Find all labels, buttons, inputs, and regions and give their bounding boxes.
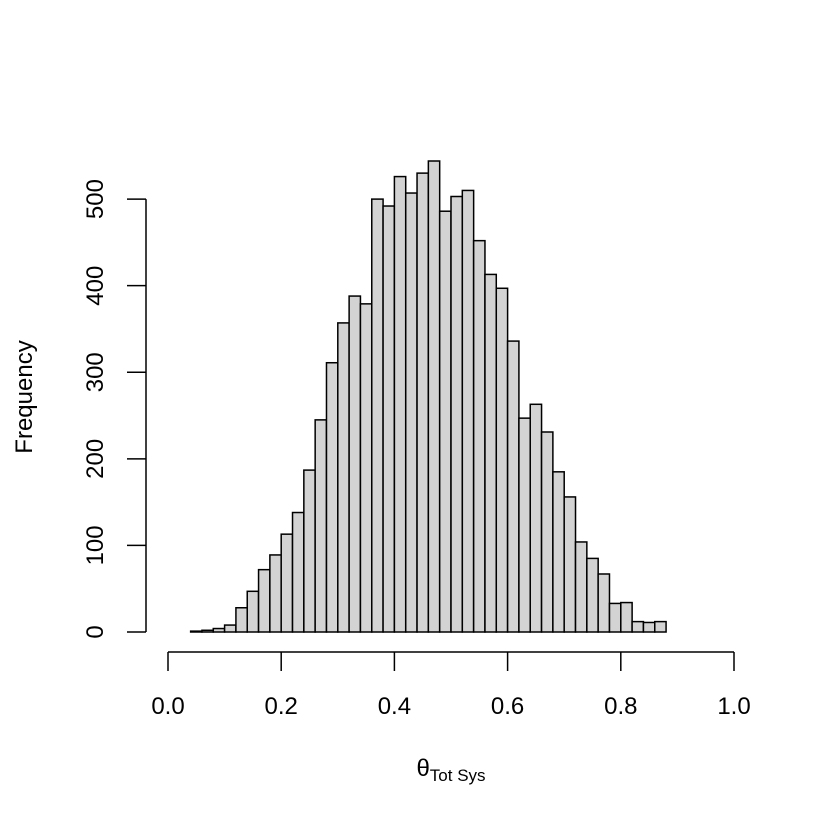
bar <box>269 554 282 633</box>
bar <box>201 629 215 633</box>
x-tick-label: 0.4 <box>378 693 411 720</box>
bar <box>495 287 509 633</box>
bar <box>235 607 248 633</box>
bar <box>608 602 622 633</box>
bar <box>314 419 328 633</box>
bar <box>359 303 373 633</box>
bar <box>212 627 226 633</box>
y-tick-label: 0 <box>82 625 109 638</box>
bar <box>540 431 554 633</box>
x-tick-label: 0.6 <box>491 693 524 720</box>
bar <box>438 210 452 633</box>
bar <box>586 557 599 633</box>
y-tick-label: 500 <box>82 179 109 219</box>
bar <box>246 590 260 633</box>
bar <box>597 573 611 633</box>
bar <box>348 295 362 633</box>
bar <box>382 205 396 633</box>
bar <box>631 620 645 633</box>
bar <box>280 533 294 633</box>
bar <box>223 624 237 633</box>
bar <box>620 601 633 633</box>
bar <box>450 195 464 633</box>
bar <box>404 192 418 633</box>
x-tick-label: 0.0 <box>151 693 184 720</box>
bar <box>427 160 441 633</box>
x-label-subscript: Tot Sys <box>430 766 486 785</box>
bar <box>518 417 531 633</box>
bar <box>529 403 543 633</box>
bar <box>337 322 350 633</box>
bar <box>472 239 486 633</box>
bar <box>552 471 565 633</box>
y-tick-label: 400 <box>82 266 109 306</box>
x-label-symbol: θ <box>416 755 429 782</box>
y-tick-label: 300 <box>82 352 109 392</box>
bar <box>303 469 316 633</box>
bar <box>393 175 407 633</box>
bar <box>189 630 203 633</box>
y-tick-label: 100 <box>82 525 109 565</box>
bar <box>416 172 430 633</box>
bar <box>291 511 305 633</box>
bar <box>563 496 577 633</box>
y-tick-label: 200 <box>82 439 109 479</box>
x-tick-label: 1.0 <box>717 693 750 720</box>
y-axis-label: Frequency <box>11 340 38 453</box>
bar <box>371 198 384 633</box>
bar <box>642 621 656 633</box>
x-tick-label: 0.2 <box>265 693 298 720</box>
bar <box>654 620 667 633</box>
bar <box>461 189 475 633</box>
x-tick-label: 0.8 <box>604 693 637 720</box>
bar <box>506 340 520 633</box>
bar <box>574 541 588 633</box>
bar <box>325 361 339 633</box>
bar <box>257 568 271 633</box>
bar <box>484 273 498 633</box>
x-axis-label: θTot Sys <box>416 755 485 785</box>
